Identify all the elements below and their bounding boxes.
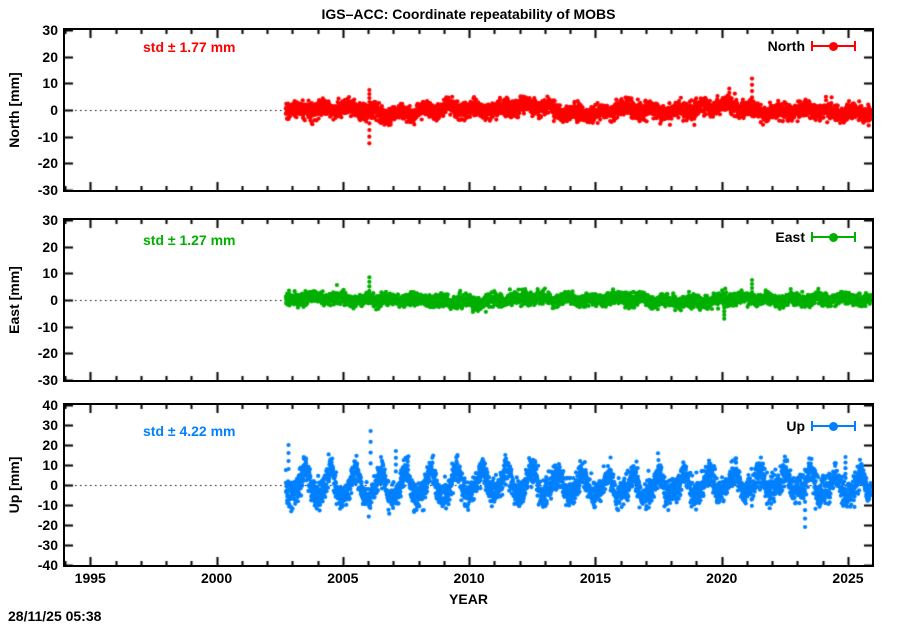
legend-label-east: East	[775, 229, 805, 245]
y-tick-label-north: 0	[50, 102, 58, 118]
y-tick-label-north: 30	[42, 22, 58, 38]
x-tick-label: 2005	[327, 570, 359, 586]
y-tick-label-north: -10	[37, 128, 58, 145]
y-tick-label-up: -40	[37, 557, 58, 573]
x-tick-label: 2015	[579, 570, 611, 586]
y-tick-label-north: 10	[42, 75, 58, 92]
y-tick-label-north: 20	[42, 48, 58, 65]
y-tick-label-north: -20	[37, 155, 58, 172]
legend-sample-cap-north	[811, 41, 813, 51]
y-tick-label-east: 0	[50, 292, 58, 308]
y-axis-title-east: East [mm]	[6, 266, 22, 334]
scatter-canvas-east	[65, 220, 872, 380]
x-tick-label: 2010	[453, 570, 485, 586]
legend-sample-cap-east	[854, 232, 856, 242]
y-tick-label-east: 30	[42, 212, 58, 228]
std-annotation-north: std ± 1.77 mm	[143, 39, 236, 55]
y-tick-label-up: 40	[42, 397, 58, 413]
x-tick-label: 2000	[200, 570, 233, 586]
y-tick-label-up: -30	[37, 537, 58, 553]
y-tick-label-east: -20	[37, 345, 58, 362]
legend-label-up: Up	[786, 418, 805, 434]
legend-sample-cap-up	[811, 421, 813, 431]
y-tick-label-up: 30	[42, 417, 58, 433]
panel-frame-up	[63, 403, 874, 567]
x-axis-title: YEAR	[449, 591, 488, 607]
y-axis-title-up: Up [mm]	[6, 456, 22, 514]
y-tick-label-east: 10	[42, 265, 58, 282]
x-tick-label: 2025	[832, 570, 864, 586]
std-annotation-up: std ± 4.22 mm	[143, 423, 236, 439]
y-tick-label-east: -30	[37, 372, 58, 388]
legend-label-north: North	[767, 38, 805, 54]
y-tick-label-east: 20	[42, 238, 58, 255]
y-tick-label-up: 0	[50, 477, 58, 493]
y-tick-label-up: 10	[42, 457, 58, 473]
y-tick-label-north: -30	[37, 182, 58, 198]
legend-sample-cap-east	[811, 232, 813, 242]
legend-sample-point-east	[829, 232, 838, 242]
panel-frame-north	[63, 28, 874, 192]
legend-sample-cap-north	[854, 41, 856, 51]
legend-sample-cap-up	[854, 421, 856, 431]
scatter-canvas-north	[65, 30, 872, 190]
y-tick-label-up: -10	[37, 497, 58, 513]
std-annotation-east: std ± 1.27 mm	[143, 232, 236, 248]
y-tick-label-up: 20	[42, 437, 58, 453]
y-axis-title-north: North [mm]	[6, 72, 22, 148]
x-tick-label: 2020	[706, 570, 738, 586]
scatter-canvas-up	[65, 405, 872, 565]
y-tick-label-east: -10	[37, 318, 58, 335]
timestamp: 28/11/25 05:38	[8, 608, 102, 624]
x-tick-label: 1995	[74, 570, 106, 586]
y-tick-label-up: -20	[37, 517, 58, 533]
legend-sample-point-up	[829, 421, 838, 431]
chart-title: IGS–ACC: Coordinate repeatability of MOB…	[321, 6, 616, 22]
panel-frame-east	[63, 218, 874, 382]
legend-sample-point-north	[829, 41, 838, 51]
